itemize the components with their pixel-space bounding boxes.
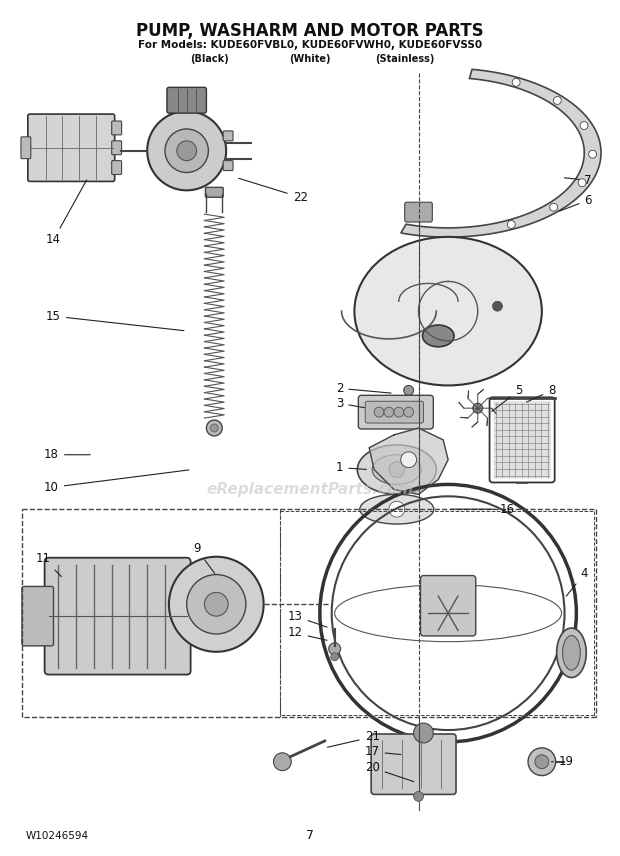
Text: 4: 4 xyxy=(566,567,588,596)
Text: 8: 8 xyxy=(526,383,556,402)
Circle shape xyxy=(550,203,557,211)
Text: 6: 6 xyxy=(559,193,592,211)
FancyBboxPatch shape xyxy=(22,586,53,646)
Polygon shape xyxy=(460,408,478,418)
Circle shape xyxy=(554,97,561,104)
Ellipse shape xyxy=(355,237,542,385)
Circle shape xyxy=(588,151,596,158)
Circle shape xyxy=(147,111,226,190)
Polygon shape xyxy=(478,408,487,425)
FancyBboxPatch shape xyxy=(371,734,456,794)
Text: (White): (White) xyxy=(290,54,330,63)
Polygon shape xyxy=(468,390,478,408)
Circle shape xyxy=(374,407,384,417)
Ellipse shape xyxy=(372,455,422,484)
Circle shape xyxy=(473,403,482,413)
Circle shape xyxy=(206,420,222,436)
FancyBboxPatch shape xyxy=(494,401,551,479)
Polygon shape xyxy=(478,398,495,408)
Circle shape xyxy=(329,643,340,655)
Polygon shape xyxy=(472,408,478,427)
FancyBboxPatch shape xyxy=(223,161,233,170)
Text: 3: 3 xyxy=(336,396,365,410)
FancyBboxPatch shape xyxy=(167,87,206,113)
Text: 17: 17 xyxy=(365,746,401,758)
Text: 14: 14 xyxy=(46,180,87,247)
FancyBboxPatch shape xyxy=(223,131,233,141)
PathPatch shape xyxy=(401,69,601,237)
FancyBboxPatch shape xyxy=(112,161,122,175)
FancyBboxPatch shape xyxy=(405,202,432,222)
Text: 18: 18 xyxy=(44,449,90,461)
Circle shape xyxy=(404,385,414,395)
Text: 22: 22 xyxy=(239,178,308,204)
Text: 7: 7 xyxy=(564,174,592,187)
Text: 19: 19 xyxy=(552,755,574,768)
Text: 10: 10 xyxy=(44,470,189,494)
FancyBboxPatch shape xyxy=(365,401,423,423)
Text: 1: 1 xyxy=(336,461,366,474)
Circle shape xyxy=(273,752,291,770)
Text: 2: 2 xyxy=(336,382,391,395)
Text: W10246594: W10246594 xyxy=(26,831,89,841)
Circle shape xyxy=(384,407,394,417)
Circle shape xyxy=(535,755,549,769)
Circle shape xyxy=(580,122,588,129)
Text: 21: 21 xyxy=(327,730,379,747)
Circle shape xyxy=(401,452,417,467)
Text: 20: 20 xyxy=(365,761,414,782)
Text: 5: 5 xyxy=(492,383,523,412)
Circle shape xyxy=(394,407,404,417)
Ellipse shape xyxy=(357,445,436,495)
Text: 9: 9 xyxy=(193,543,215,574)
Circle shape xyxy=(492,301,502,311)
Circle shape xyxy=(578,179,586,187)
Circle shape xyxy=(404,407,414,417)
Polygon shape xyxy=(478,389,484,408)
Text: 16: 16 xyxy=(451,502,515,515)
Ellipse shape xyxy=(562,635,580,670)
FancyBboxPatch shape xyxy=(205,187,223,197)
Polygon shape xyxy=(459,402,478,408)
Text: (Stainless): (Stainless) xyxy=(375,54,435,63)
FancyBboxPatch shape xyxy=(420,575,476,636)
Text: 11: 11 xyxy=(36,552,61,577)
Ellipse shape xyxy=(422,325,454,347)
Text: For Models: KUDE60FVBL0, KUDE60FVWH0, KUDE60FVSS0: For Models: KUDE60FVBL0, KUDE60FVWH0, KU… xyxy=(138,40,482,50)
Circle shape xyxy=(389,461,405,478)
Circle shape xyxy=(512,79,520,86)
FancyBboxPatch shape xyxy=(358,395,433,429)
Circle shape xyxy=(414,723,433,743)
FancyBboxPatch shape xyxy=(21,137,31,158)
Circle shape xyxy=(187,574,246,634)
Circle shape xyxy=(177,141,197,161)
Text: (Black): (Black) xyxy=(190,54,228,63)
Circle shape xyxy=(165,129,208,173)
FancyBboxPatch shape xyxy=(112,141,122,155)
Text: 13: 13 xyxy=(288,609,327,627)
Circle shape xyxy=(330,653,339,661)
Circle shape xyxy=(205,592,228,616)
Text: 7: 7 xyxy=(306,829,314,842)
Circle shape xyxy=(389,502,405,517)
Text: 15: 15 xyxy=(46,310,184,330)
Ellipse shape xyxy=(360,495,434,524)
FancyBboxPatch shape xyxy=(45,558,190,675)
Circle shape xyxy=(507,221,515,229)
Text: eReplacementParts.com: eReplacementParts.com xyxy=(206,482,414,496)
Polygon shape xyxy=(478,408,497,414)
Ellipse shape xyxy=(557,628,587,678)
Circle shape xyxy=(528,748,556,776)
Text: PUMP, WASHARM AND MOTOR PARTS: PUMP, WASHARM AND MOTOR PARTS xyxy=(136,22,484,40)
FancyBboxPatch shape xyxy=(28,114,115,181)
Circle shape xyxy=(414,792,423,801)
Text: 12: 12 xyxy=(288,627,327,640)
Circle shape xyxy=(169,556,264,651)
Polygon shape xyxy=(369,428,448,495)
FancyBboxPatch shape xyxy=(112,121,122,135)
Circle shape xyxy=(210,424,218,432)
